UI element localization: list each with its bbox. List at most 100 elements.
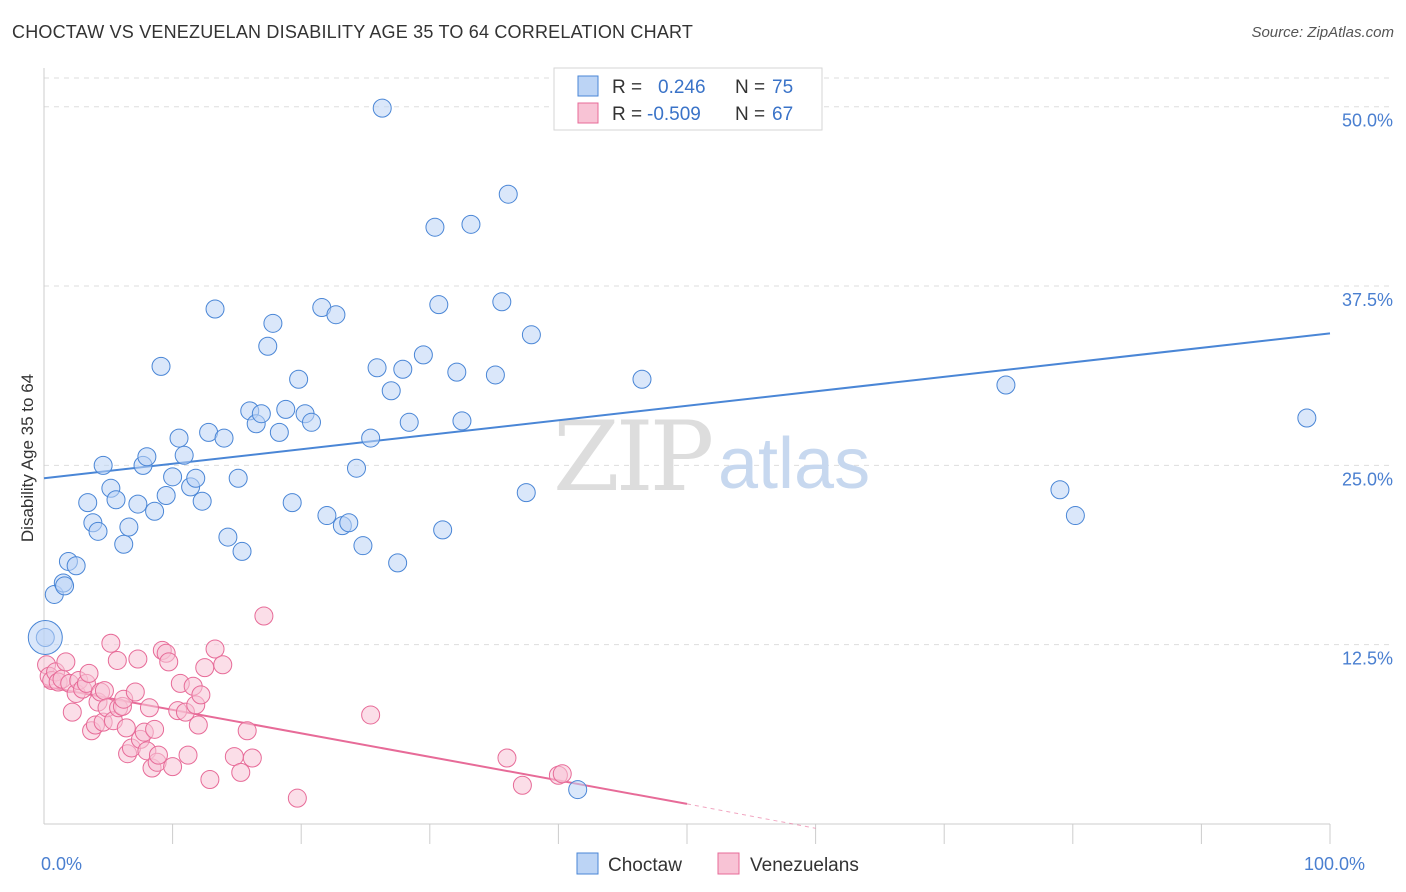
point-venezuelans-60 [287,788,307,808]
point-venezuelans-59 [254,606,274,626]
point-choctaw-50 [361,428,381,448]
point-choctaw-19 [156,485,176,505]
point-venezuelans-56 [231,762,251,782]
point-choctaw-54 [393,359,413,379]
point-choctaw-66 [516,483,536,503]
point-choctaw-67 [521,325,541,345]
y-tick-label-1: 25.0% [1342,469,1393,489]
point-venezuelans-54 [213,655,233,675]
point-choctaw-52 [381,381,401,401]
point-venezuelans-63 [512,775,532,795]
point-choctaw-11 [106,490,126,510]
point-choctaw-9 [93,455,113,475]
point-venezuelans-23 [107,650,127,670]
point-choctaw-34 [251,404,271,424]
legend-swatch-venezuelans [577,102,599,124]
point-venezuelans-52 [200,770,220,790]
legend-r-label-choctaw: R = [612,77,642,98]
point-choctaw-large [27,620,63,655]
trend-line-choctaw [43,332,1331,480]
point-choctaw-17 [145,501,165,521]
point-venezuelans-8 [62,702,82,722]
point-choctaw-20 [163,467,183,487]
point-choctaw-24 [186,468,206,488]
point-venezuelans-50 [191,685,211,705]
point-choctaw-70 [996,375,1016,395]
legend-bottom-choctaw: Choctaw [608,855,682,876]
point-choctaw-68 [568,780,588,800]
point-venezuelans-62 [497,748,517,768]
point-venezuelans-57 [237,721,257,741]
watermark-atlas: atlas [718,424,870,504]
point-venezuelans-27 [116,718,136,738]
legend-r-label-venezuelans: R = [612,104,642,125]
point-choctaw-30 [228,468,248,488]
legend-n-value-choctaw: 75 [772,77,793,98]
point-choctaw-42 [301,412,321,432]
point-choctaw-57 [425,217,445,237]
point-choctaw-28 [214,428,234,448]
point-venezuelans-58 [242,748,262,768]
point-choctaw-55 [399,412,419,432]
point-venezuelans-61 [361,705,381,725]
point-venezuelans-19 [94,681,114,701]
point-choctaw-53 [388,553,408,573]
watermark-zip: ZIP [553,401,712,513]
y-axis-label: Disability Age 35 to 64 [18,374,37,542]
y-tick-label-0: 12.5% [1342,649,1393,669]
legend-n-label-venezuelans: N = [735,104,765,125]
point-choctaw-47 [339,513,359,533]
point-choctaw-36 [263,313,283,333]
point-choctaw-51 [367,358,387,378]
point-choctaw-27 [205,299,225,319]
point-choctaw-8 [88,521,108,541]
point-choctaw-35 [258,336,278,356]
watermark: ZIP atlas [553,401,870,513]
y-tick-label-2: 37.5% [1342,290,1393,310]
point-venezuelans-37 [145,719,165,739]
point-venezuelans-49 [188,715,208,735]
legend-bottom: Choctaw Venezuelans [576,852,859,876]
point-choctaw-59 [433,520,453,540]
point-choctaw-61 [452,411,472,431]
source-credit: Source: ZipAtlas.com [1251,24,1394,41]
point-choctaw-71 [1050,480,1070,500]
point-venezuelans-21 [101,633,121,653]
point-choctaw-44 [317,506,337,526]
point-venezuelans-39 [148,745,168,765]
point-choctaw-73 [1297,408,1317,428]
point-choctaw-63 [485,365,505,385]
point-choctaw-60 [447,362,467,382]
legend-r-value-venezuelans: -0.509 [647,104,701,125]
point-choctaw-12 [114,534,134,554]
point-venezuelans-13 [79,663,99,683]
point-choctaw-45 [326,305,346,325]
point-venezuelans-51 [195,658,215,678]
point-choctaw-64 [492,292,512,312]
point-choctaw-18 [151,356,171,376]
point-choctaw-22 [174,445,194,465]
axis-layer: 12.5% 25.0% 37.5% 50.0% 0.0% 100.0% [41,68,1393,874]
trend-line-dashed-venezuelans [686,803,816,829]
point-choctaw-4 [66,556,86,576]
point-venezuelans-31 [128,649,148,669]
point-choctaw-65 [498,184,518,204]
point-choctaw-31 [232,541,252,561]
point-choctaw-72 [1065,506,1085,526]
legend-bottom-venezuelans: Venezuelans [750,855,859,876]
point-choctaw-74 [372,98,392,118]
point-choctaw-37 [269,422,289,442]
x-tick-label-0: 0.0% [41,854,82,874]
point-choctaw-49 [353,536,373,556]
legend-box [553,67,823,131]
legend-n-value-venezuelans: 67 [772,104,793,125]
point-venezuelans-65 [552,764,572,784]
point-choctaw-62 [461,214,481,234]
point-venezuelans-53 [205,639,225,659]
point-venezuelans-46 [178,745,198,765]
point-choctaw-25 [192,491,212,511]
point-choctaw-16 [137,447,157,467]
point-venezuelans-66 [163,757,183,777]
point-choctaw-69 [632,369,652,389]
